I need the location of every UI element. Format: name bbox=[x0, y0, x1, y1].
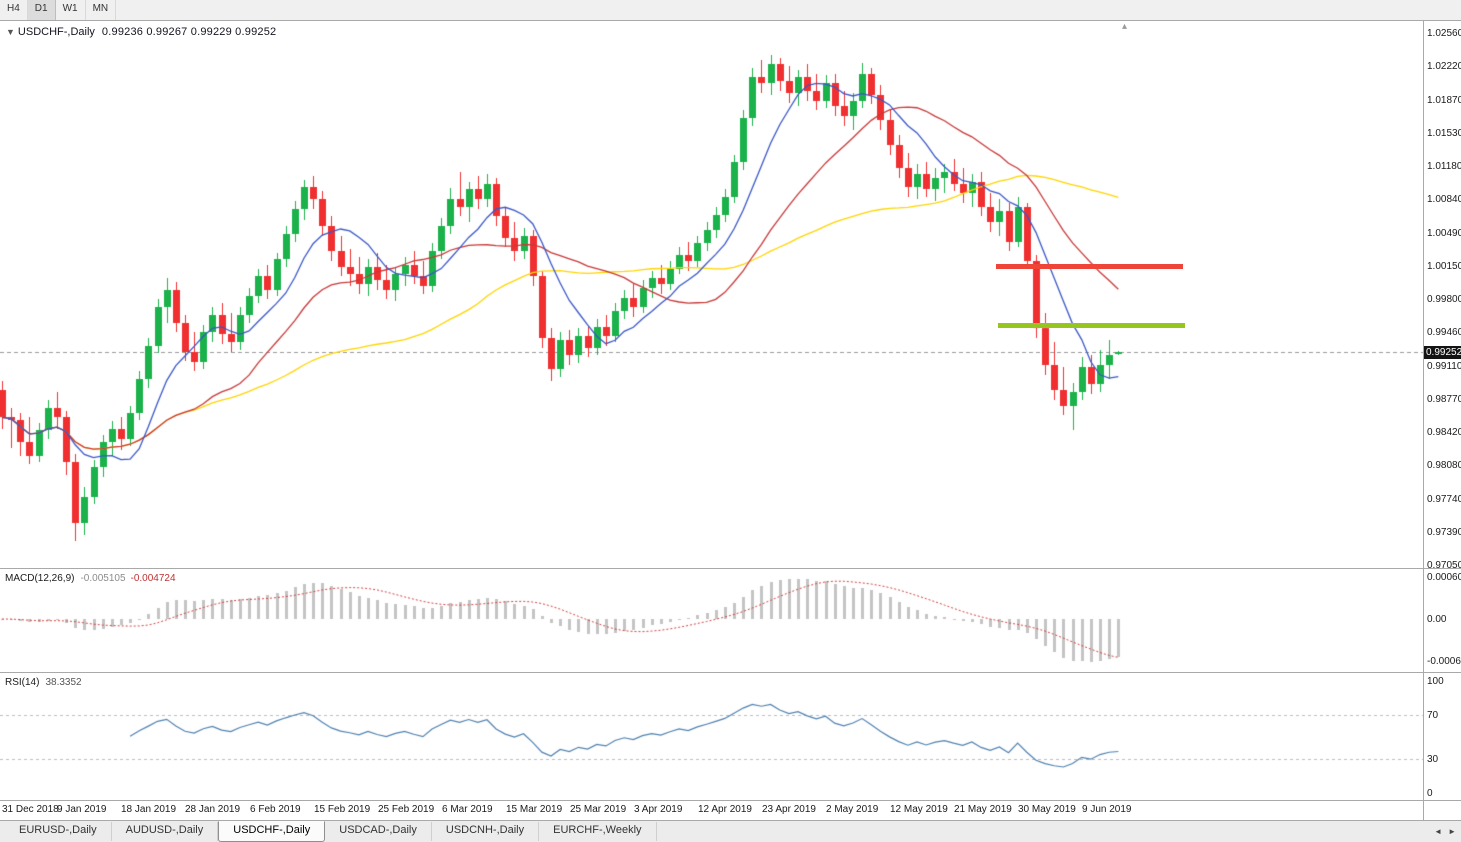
macd-signal-value: -0.004724 bbox=[130, 573, 176, 584]
time-axis-label: 25 Mar 2019 bbox=[570, 804, 627, 815]
rsi-canvas[interactable] bbox=[0, 673, 1423, 800]
tabs-scroll-left-button[interactable]: ◄ bbox=[1434, 827, 1443, 836]
main-chart-canvas[interactable] bbox=[0, 21, 1423, 568]
chart-symbol-label: USDCHF-,Daily bbox=[17, 26, 95, 38]
price-axis-label: 1.02560 bbox=[1427, 28, 1461, 39]
price-axis-label: 1.01530 bbox=[1427, 128, 1461, 139]
time-axis[interactable]: 31 Dec 2018 9 Jan 2019 18 Jan 2019 28 Jan 2… bbox=[0, 801, 1423, 820]
price-axis-label: 1.01180 bbox=[1427, 161, 1461, 172]
chart-tabs-bar: EURUSD-,Daily AUDUSD-,Daily USDCHF-,Daily U… bbox=[0, 820, 1461, 842]
tab-eurchf-weekly[interactable]: EURCHF-,Weekly bbox=[539, 822, 657, 841]
time-axis-label: 2 May 2019 bbox=[826, 804, 879, 815]
price-axis-label: 1.00150 bbox=[1427, 261, 1461, 272]
timeframe-toolbar: H4 D1 W1 MN bbox=[0, 0, 1461, 21]
macd-main-value: -0.005105 bbox=[80, 573, 126, 584]
macd-axis-label: 0.0006058 bbox=[1427, 572, 1461, 583]
macd-axis-label: 0.00 bbox=[1427, 614, 1447, 625]
time-axis-label: 31 Dec 2018 bbox=[2, 804, 59, 815]
price-axis-label: 0.97740 bbox=[1427, 494, 1461, 505]
rsi-axis-label: 100 bbox=[1427, 676, 1444, 687]
time-axis-label: 9 Jun 2019 bbox=[1082, 804, 1132, 815]
rsi-axis-label: 0 bbox=[1427, 788, 1433, 799]
time-axis-label: 18 Jan 2019 bbox=[121, 804, 177, 815]
time-axis-label: 9 Jan 2019 bbox=[57, 804, 107, 815]
price-axis-label: 0.99460 bbox=[1427, 327, 1461, 338]
timeframe-button-w1[interactable]: W1 bbox=[56, 0, 86, 20]
tab-usdchf-daily[interactable]: USDCHF-,Daily bbox=[218, 820, 326, 842]
price-axis-label: 0.98080 bbox=[1427, 460, 1461, 471]
time-axis-label: 25 Feb 2019 bbox=[378, 804, 435, 815]
rsi-label: RSI(14) 38.3352 bbox=[5, 677, 82, 688]
pane-separator bbox=[0, 568, 1461, 569]
rsi-pane: RSI(14) 38.3352 bbox=[0, 673, 1423, 800]
time-axis-label: 12 May 2019 bbox=[890, 804, 948, 815]
chart-shift-marker: ▴ bbox=[1122, 21, 1128, 32]
price-axis-label: 0.98420 bbox=[1427, 427, 1461, 438]
price-axis-label: 0.98770 bbox=[1427, 394, 1461, 405]
macd-pane: MACD(12,26,9) -0.005105 -0.004724 bbox=[0, 569, 1423, 672]
chart-title: ▼ USDCHF-,Daily 0.99236 0.99267 0.99229 0.… bbox=[6, 26, 276, 38]
pane-separator bbox=[0, 820, 1461, 821]
time-axis-label: 23 Apr 2019 bbox=[762, 804, 816, 815]
rsi-value: 38.3352 bbox=[45, 677, 82, 688]
time-axis-label: 3 Apr 2019 bbox=[634, 804, 683, 815]
price-axis-label: 0.99800 bbox=[1427, 294, 1461, 305]
tab-usdcnh-daily[interactable]: USDCNH-,Daily bbox=[432, 822, 540, 841]
pane-separator bbox=[0, 800, 1461, 801]
price-axis-label: 1.00490 bbox=[1427, 228, 1461, 239]
support-line[interactable] bbox=[998, 323, 1185, 328]
rsi-axis-label: 70 bbox=[1427, 710, 1439, 721]
pane-separator bbox=[0, 672, 1461, 673]
ohlc-readout: 0.99236 0.99267 0.99229 0.99252 bbox=[101, 26, 277, 38]
time-axis-label: 30 May 2019 bbox=[1018, 804, 1076, 815]
timeframe-button-d1[interactable]: D1 bbox=[27, 0, 56, 20]
tab-usdcad-daily[interactable]: USDCAD-,Daily bbox=[325, 822, 432, 841]
chart-menu-icon[interactable]: ▼ bbox=[6, 27, 15, 37]
tab-eurusd-daily[interactable]: EURUSD-,Daily bbox=[5, 822, 112, 841]
tabs-nav: ◄ ► bbox=[1434, 827, 1456, 836]
time-axis-label: 6 Mar 2019 bbox=[442, 804, 493, 815]
rsi-axis-label: 30 bbox=[1427, 754, 1439, 765]
rsi-name: RSI(14) bbox=[5, 677, 40, 688]
macd-axis-label: -0.0006096 bbox=[1427, 656, 1461, 667]
timeframe-button-h4[interactable]: H4 bbox=[0, 0, 28, 20]
timeframe-button-mn[interactable]: MN bbox=[86, 0, 117, 20]
tab-audusd-daily[interactable]: AUDUSD-,Daily bbox=[112, 822, 219, 841]
resistance-line[interactable] bbox=[996, 264, 1183, 269]
axis-separator bbox=[1423, 21, 1424, 820]
macd-name: MACD(12,26,9) bbox=[5, 573, 75, 584]
time-axis-label: 6 Feb 2019 bbox=[250, 804, 301, 815]
time-axis-label: 15 Feb 2019 bbox=[314, 804, 371, 815]
macd-canvas[interactable] bbox=[0, 569, 1423, 672]
macd-label: MACD(12,26,9) -0.005105 -0.004724 bbox=[5, 573, 176, 584]
chart-tabs: EURUSD-,Daily AUDUSD-,Daily USDCHF-,Daily U… bbox=[5, 820, 657, 842]
main-chart-pane: ▼ USDCHF-,Daily 0.99236 0.99267 0.99229 0.… bbox=[0, 21, 1423, 568]
time-axis-label: 28 Jan 2019 bbox=[185, 804, 241, 815]
time-axis-label: 15 Mar 2019 bbox=[506, 804, 563, 815]
price-axis-label: 0.99110 bbox=[1427, 361, 1461, 372]
tabs-scroll-right-button[interactable]: ► bbox=[1448, 827, 1456, 836]
price-axis-label: 0.97390 bbox=[1427, 527, 1461, 538]
price-axis-label: 0.97050 bbox=[1427, 560, 1461, 571]
price-axis-label: 1.01870 bbox=[1427, 95, 1461, 106]
price-axis-label: 1.00840 bbox=[1427, 194, 1461, 205]
time-axis-label: 12 Apr 2019 bbox=[698, 804, 752, 815]
price-axis-label: 1.02220 bbox=[1427, 61, 1461, 72]
time-axis-label: 21 May 2019 bbox=[954, 804, 1012, 815]
current-price-tag: 0.99252 bbox=[1424, 346, 1461, 359]
price-axis[interactable]: 0.99252 1.02560 1.02220 1.01870 1.01530 1.01… bbox=[1424, 21, 1461, 820]
